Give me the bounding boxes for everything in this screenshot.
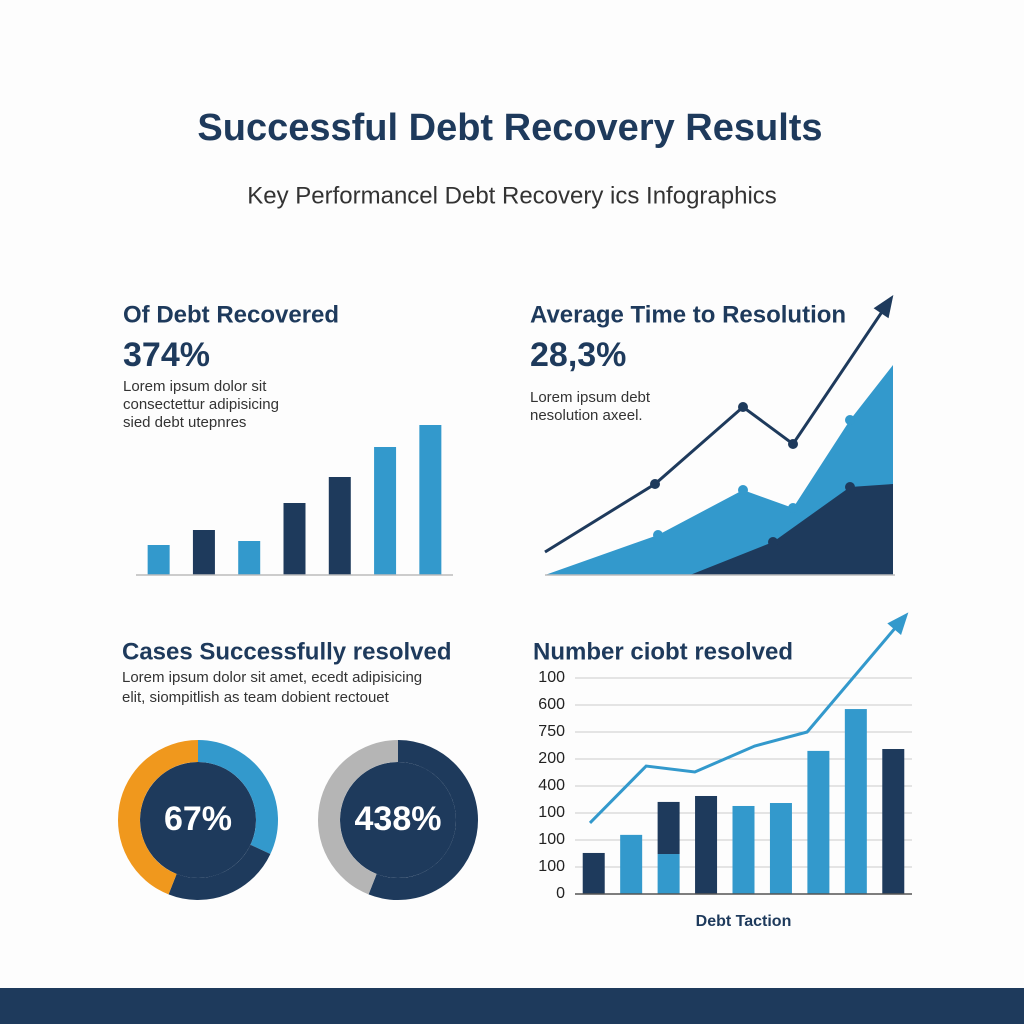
- point: [653, 530, 663, 540]
- donut-center: [140, 762, 256, 878]
- point: [650, 479, 660, 489]
- subtitle: Key Performancel Debt Recovery ics Infog…: [247, 182, 777, 209]
- panel-title: Cases Successfully resolved: [122, 638, 452, 665]
- y-tick-label: 100: [538, 831, 565, 848]
- bar: [238, 541, 261, 575]
- description: sied debt utepnres: [123, 414, 246, 431]
- bar: [374, 447, 397, 575]
- donut-label: 438%: [355, 800, 442, 838]
- bar: [582, 852, 605, 894]
- bar: [769, 803, 792, 894]
- point: [788, 439, 798, 449]
- donut-segment: [118, 740, 199, 895]
- x-axis-label: Debt Taction: [696, 913, 792, 930]
- bar: [192, 530, 215, 575]
- description: nesolution axeel.: [530, 407, 643, 424]
- description: Lorem ipsum dolor sit: [123, 378, 267, 395]
- headline: 374%: [123, 336, 210, 374]
- title: Successful Debt Recovery Results: [197, 107, 822, 149]
- area: [690, 484, 893, 575]
- arrow-head: [873, 295, 894, 319]
- donut-center: [340, 762, 456, 878]
- panel-title: Number ciobt resolved: [533, 638, 793, 665]
- bar: [283, 503, 306, 575]
- description: elit, siompitlish as team dobient rectou…: [122, 689, 390, 706]
- bar: [657, 801, 680, 855]
- description: consectettur adipisicing: [123, 396, 279, 413]
- y-tick-label: 100: [538, 669, 565, 686]
- bar: [732, 805, 755, 894]
- donut-segment: [318, 740, 399, 895]
- footer-band: [0, 988, 1024, 1024]
- bar: [807, 750, 830, 894]
- panel-title: Of Debt Recovered: [123, 301, 339, 328]
- bar: [328, 477, 351, 575]
- trend-line: [588, 616, 906, 825]
- donut-label: 67%: [164, 800, 232, 838]
- y-tick-label: 750: [538, 723, 565, 740]
- description: Lorem ipsum debt: [530, 389, 651, 406]
- donut-segment: [197, 740, 278, 855]
- description: Lorem ipsum dolor sit amet, ecedt adipis…: [122, 669, 422, 686]
- point: [788, 503, 798, 513]
- bar: [147, 545, 170, 575]
- donut-segment: [368, 740, 478, 900]
- bar: [882, 749, 905, 894]
- y-tick-label: 100: [538, 858, 565, 875]
- point: [738, 402, 748, 412]
- y-tick-label: 0: [556, 885, 565, 902]
- point: [738, 485, 748, 495]
- y-tick-label: 200: [538, 750, 565, 767]
- headline: 28,3%: [530, 336, 626, 374]
- bar: [695, 795, 718, 894]
- bar: [844, 709, 867, 894]
- bar: [620, 834, 643, 894]
- y-tick-label: 100: [538, 804, 565, 821]
- point: [768, 537, 778, 547]
- bar: [657, 854, 680, 894]
- point: [845, 482, 855, 492]
- y-tick-label: 400: [538, 777, 565, 794]
- point: [845, 415, 855, 425]
- y-tick-label: 600: [538, 696, 565, 713]
- donut-segment: [168, 844, 271, 900]
- panel-title: Average Time to Resolution: [530, 301, 846, 328]
- arrow-head: [887, 612, 909, 636]
- bar: [419, 425, 442, 575]
